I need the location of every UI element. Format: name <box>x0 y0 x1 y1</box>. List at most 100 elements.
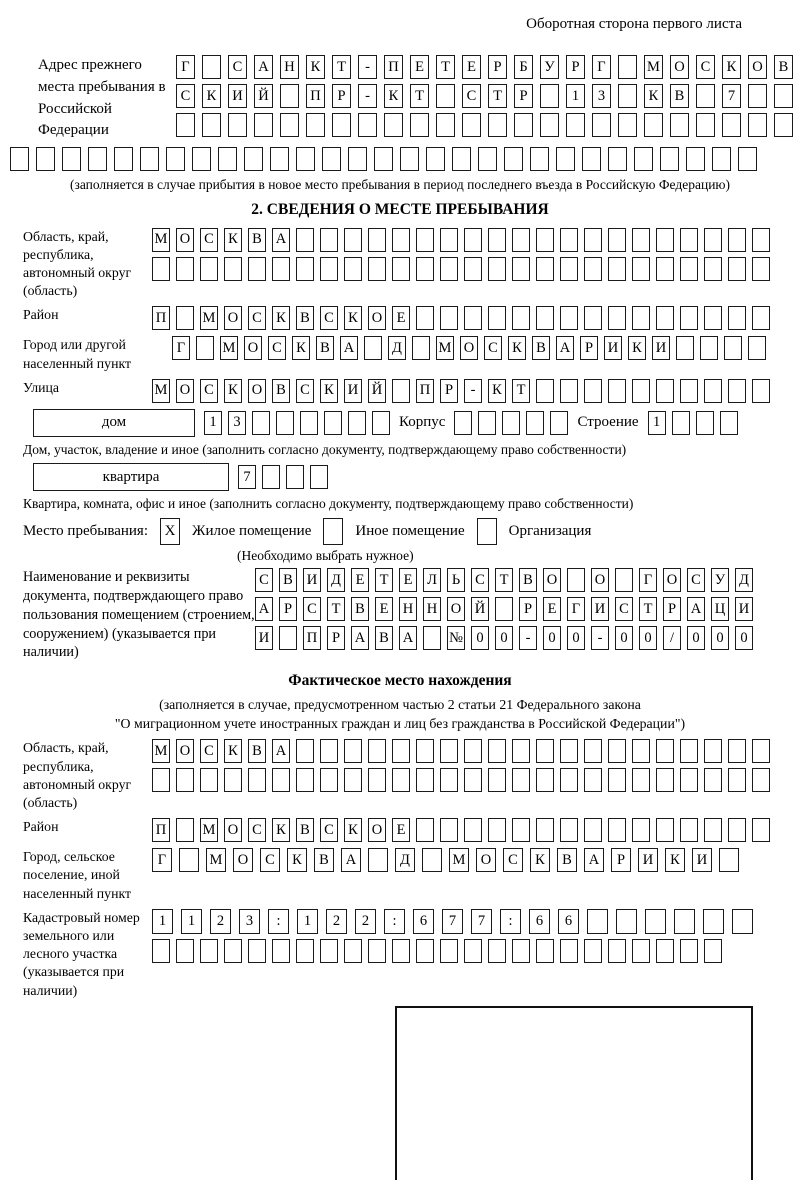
char-box[interactable]: У <box>540 55 559 79</box>
char-box[interactable] <box>704 256 722 281</box>
char-box[interactable]: - <box>358 55 377 79</box>
char-box[interactable]: С <box>320 818 338 843</box>
char-box[interactable] <box>634 147 653 171</box>
char-box[interactable]: К <box>628 336 646 361</box>
char-box[interactable]: Е <box>392 818 410 843</box>
char-box[interactable] <box>676 336 694 361</box>
char-box[interactable]: С <box>296 378 314 403</box>
char-box[interactable] <box>512 938 530 963</box>
char-box[interactable] <box>440 256 458 281</box>
checkbox-organization[interactable] <box>476 517 497 545</box>
char-box[interactable] <box>324 410 342 435</box>
char-box[interactable]: И <box>638 848 658 873</box>
char-box[interactable] <box>608 306 626 331</box>
char-box[interactable] <box>680 227 698 252</box>
char-box[interactable] <box>560 768 578 793</box>
char-box[interactable]: 1 <box>204 410 222 435</box>
char-box[interactable] <box>752 818 770 843</box>
char-box[interactable] <box>248 938 266 963</box>
char-box[interactable] <box>440 306 458 331</box>
char-box[interactable] <box>88 147 107 171</box>
char-box[interactable] <box>464 256 482 281</box>
char-box[interactable] <box>704 378 722 403</box>
char-box[interactable]: С <box>248 306 266 331</box>
char-box[interactable] <box>276 410 294 435</box>
char-box[interactable]: 2 <box>355 908 376 934</box>
char-box[interactable]: М <box>152 378 170 403</box>
char-box[interactable] <box>536 256 554 281</box>
char-box[interactable] <box>192 147 211 171</box>
char-box[interactable]: С <box>484 336 502 361</box>
char-box[interactable] <box>584 768 602 793</box>
char-box[interactable] <box>488 818 506 843</box>
char-box[interactable]: О <box>543 568 561 593</box>
char-box[interactable] <box>436 113 455 137</box>
char-box[interactable] <box>176 256 194 281</box>
char-box[interactable] <box>686 147 705 171</box>
char-box[interactable]: А <box>341 848 361 873</box>
char-box[interactable] <box>680 378 698 403</box>
char-box[interactable]: Д <box>327 568 345 593</box>
char-box[interactable]: И <box>692 848 712 873</box>
char-box[interactable]: О <box>476 848 496 873</box>
char-box[interactable] <box>695 410 714 435</box>
char-box[interactable] <box>440 818 458 843</box>
char-box[interactable] <box>719 410 738 435</box>
char-box[interactable] <box>752 227 770 252</box>
char-box[interactable] <box>584 256 602 281</box>
char-box[interactable]: М <box>206 848 226 873</box>
char-box[interactable] <box>645 908 666 934</box>
char-box[interactable]: А <box>272 739 290 764</box>
char-box[interactable] <box>584 938 602 963</box>
char-box[interactable] <box>608 256 626 281</box>
char-box[interactable]: Е <box>543 597 561 622</box>
char-box[interactable]: 0 <box>495 626 513 651</box>
char-box[interactable]: 2 <box>326 908 347 934</box>
char-box[interactable] <box>512 739 530 764</box>
char-box[interactable]: Г <box>567 597 585 622</box>
char-box[interactable]: К <box>722 55 741 79</box>
char-box[interactable]: М <box>220 336 238 361</box>
char-box[interactable]: О <box>591 568 609 593</box>
char-box[interactable] <box>423 626 441 651</box>
char-box[interactable]: С <box>228 55 247 79</box>
char-box[interactable] <box>200 256 218 281</box>
char-box[interactable] <box>368 848 388 873</box>
char-box[interactable]: 0 <box>567 626 585 651</box>
char-box[interactable] <box>224 768 242 793</box>
char-box[interactable] <box>464 306 482 331</box>
char-box[interactable]: О <box>368 306 386 331</box>
char-box[interactable] <box>680 938 698 963</box>
char-box[interactable] <box>752 768 770 793</box>
char-box[interactable] <box>358 113 377 137</box>
char-box[interactable] <box>140 147 159 171</box>
char-box[interactable]: Р <box>580 336 598 361</box>
char-box[interactable] <box>584 306 602 331</box>
char-box[interactable] <box>368 768 386 793</box>
char-box[interactable] <box>368 739 386 764</box>
char-box[interactable] <box>752 256 770 281</box>
char-box[interactable]: : <box>384 908 405 934</box>
char-box[interactable] <box>202 113 221 137</box>
char-box[interactable]: О <box>248 378 266 403</box>
char-box[interactable]: Т <box>410 84 429 108</box>
char-box[interactable] <box>364 336 382 361</box>
char-box[interactable] <box>464 768 482 793</box>
char-box[interactable] <box>348 147 367 171</box>
char-box[interactable] <box>530 147 549 171</box>
char-box[interactable] <box>738 147 757 171</box>
char-box[interactable] <box>704 768 722 793</box>
char-box[interactable]: И <box>604 336 622 361</box>
char-box[interactable] <box>608 818 626 843</box>
char-box[interactable]: К <box>384 84 403 108</box>
char-box[interactable] <box>296 256 314 281</box>
char-box[interactable]: К <box>344 306 362 331</box>
char-box[interactable]: А <box>351 626 369 651</box>
char-box[interactable]: А <box>687 597 705 622</box>
char-box[interactable] <box>320 739 338 764</box>
char-box[interactable] <box>392 768 410 793</box>
char-box[interactable]: М <box>436 336 454 361</box>
char-box[interactable] <box>392 739 410 764</box>
char-box[interactable] <box>176 768 194 793</box>
char-box[interactable] <box>426 147 445 171</box>
